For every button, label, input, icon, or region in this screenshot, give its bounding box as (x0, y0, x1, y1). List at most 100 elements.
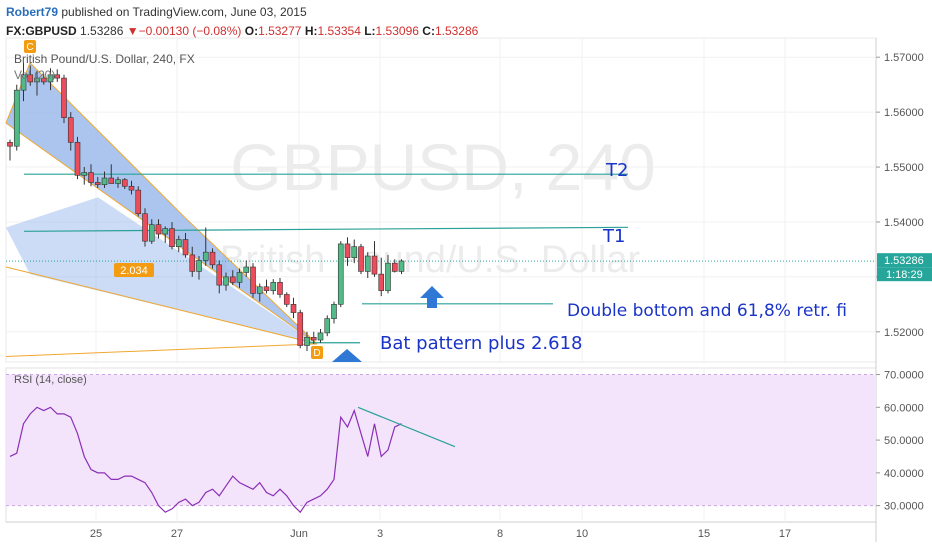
up-arrow-icon (420, 286, 444, 308)
y-tick-label: 1.55000 (884, 162, 924, 174)
published-text: published on TradingView.com, June 03, 2… (58, 5, 307, 19)
candle-body (94, 182, 101, 185)
candle-body (310, 336, 317, 341)
candle-body (13, 89, 20, 147)
rsi-line (9, 406, 402, 514)
candle-body (391, 262, 398, 272)
point-c-label: C (26, 42, 33, 53)
point-d-label: D (313, 348, 320, 359)
y-tick-label: 1.56000 (884, 107, 924, 119)
candle-body (34, 77, 40, 83)
rsi-band (6, 374, 876, 506)
candle-body (256, 286, 263, 294)
candle-body (385, 262, 391, 291)
candle-body (121, 179, 128, 187)
candle-body (108, 177, 115, 184)
candle-body (236, 272, 243, 283)
candle-body (7, 142, 13, 147)
y-tick-label: 1.54000 (884, 217, 924, 229)
point-c-badge (24, 40, 36, 53)
candle-body (175, 239, 182, 247)
candle-body (155, 224, 162, 235)
rsi-trend-line[interactable] (357, 406, 456, 448)
candle-body (67, 117, 74, 143)
bat-pattern-note: Bat pattern plus 2.618 (380, 333, 582, 354)
candle-body (209, 251, 216, 266)
ohlc-line: FX:GBPUSD 1.53286 ▼−0.00130 (−0.08%) O:1… (6, 23, 478, 39)
candle-body (101, 177, 108, 185)
rsi-y-tick-label: 30.0000 (884, 501, 924, 513)
candle-body (229, 276, 236, 283)
up-triangle-icon (332, 349, 362, 362)
candle-body (378, 273, 385, 291)
candle-body (371, 255, 378, 275)
candle-body (135, 189, 142, 215)
candle-body (304, 336, 310, 346)
candle-body (81, 172, 88, 176)
author-link[interactable]: Robert79 (6, 5, 59, 19)
t2-label: T2 (605, 160, 628, 181)
y-tick-label: 1.52000 (884, 327, 924, 339)
candle-body (162, 228, 169, 235)
rsi-title: RSI (14, close) (14, 374, 87, 386)
high-value: 1.53354 (317, 24, 361, 38)
x-tick-label: 3 (377, 528, 383, 540)
bat-pattern-wedge-2 (6, 197, 317, 344)
candle-body (61, 77, 67, 118)
y-tick-label: 1.57000 (884, 52, 924, 64)
down-arrow-icon: ▼ (126, 24, 139, 38)
candle-body (27, 74, 34, 83)
rsi-y-tick-label: 60.0000 (884, 402, 924, 414)
candle-body (115, 179, 121, 184)
candle-body (54, 74, 61, 79)
high-label: H: (304, 24, 318, 38)
ratio-badge (114, 263, 154, 277)
t1-line[interactable] (23, 226, 629, 232)
candle-body (250, 266, 256, 294)
low-value: 1.53096 (375, 24, 419, 38)
candle-body (142, 213, 148, 242)
candle-body (74, 142, 81, 176)
candle-body (290, 304, 297, 313)
candle-body (243, 266, 250, 273)
pattern-xd-line (5, 343, 318, 358)
close-value: 1.53286 (434, 24, 479, 38)
x-tick-label: 10 (576, 528, 588, 540)
candle-body (398, 260, 405, 272)
double-bottom-note: Double bottom and 61,8% retr. fi (567, 301, 847, 321)
candle-body (47, 74, 54, 83)
last-price: 1.53286 (80, 24, 124, 38)
t1-label: T1 (602, 226, 625, 247)
low-label: L: (364, 24, 376, 38)
rsi-y-tick-label: 50.0000 (884, 435, 924, 447)
symbol-label[interactable]: FX:GBPUSD (6, 24, 77, 38)
close-label: C: (422, 24, 435, 38)
candle-body (223, 276, 229, 286)
point-d-badge (311, 346, 323, 359)
watermark-symbol: GBPUSD, 240 (230, 130, 656, 204)
candle-body (202, 251, 209, 261)
x-tick-label: 8 (497, 528, 503, 540)
candle-body (364, 255, 371, 272)
candle-body (148, 224, 155, 242)
rsi-y-tick-label: 40.0000 (884, 468, 924, 480)
change-value: −0.00130 (−0.08%) (138, 24, 242, 38)
candle-body (40, 77, 47, 83)
publish-line: Robert79 published on TradingView.com, J… (6, 4, 478, 20)
candle-body (283, 294, 290, 305)
countdown-label: 1:18:29 (886, 269, 923, 281)
x-tick-label: 17 (779, 528, 791, 540)
candle-body (344, 243, 351, 258)
candle-body (189, 254, 196, 272)
candle-body (169, 228, 175, 247)
open-value: 1.53277 (258, 24, 302, 38)
candle-body (331, 304, 337, 319)
candle-body (216, 264, 223, 286)
last-price-badge (877, 253, 932, 268)
candle-body (88, 172, 94, 183)
candle-body (297, 312, 304, 346)
candle-body (277, 282, 283, 295)
x-tick-label: Jun (290, 528, 308, 540)
x-tick-label: 15 (698, 528, 710, 540)
